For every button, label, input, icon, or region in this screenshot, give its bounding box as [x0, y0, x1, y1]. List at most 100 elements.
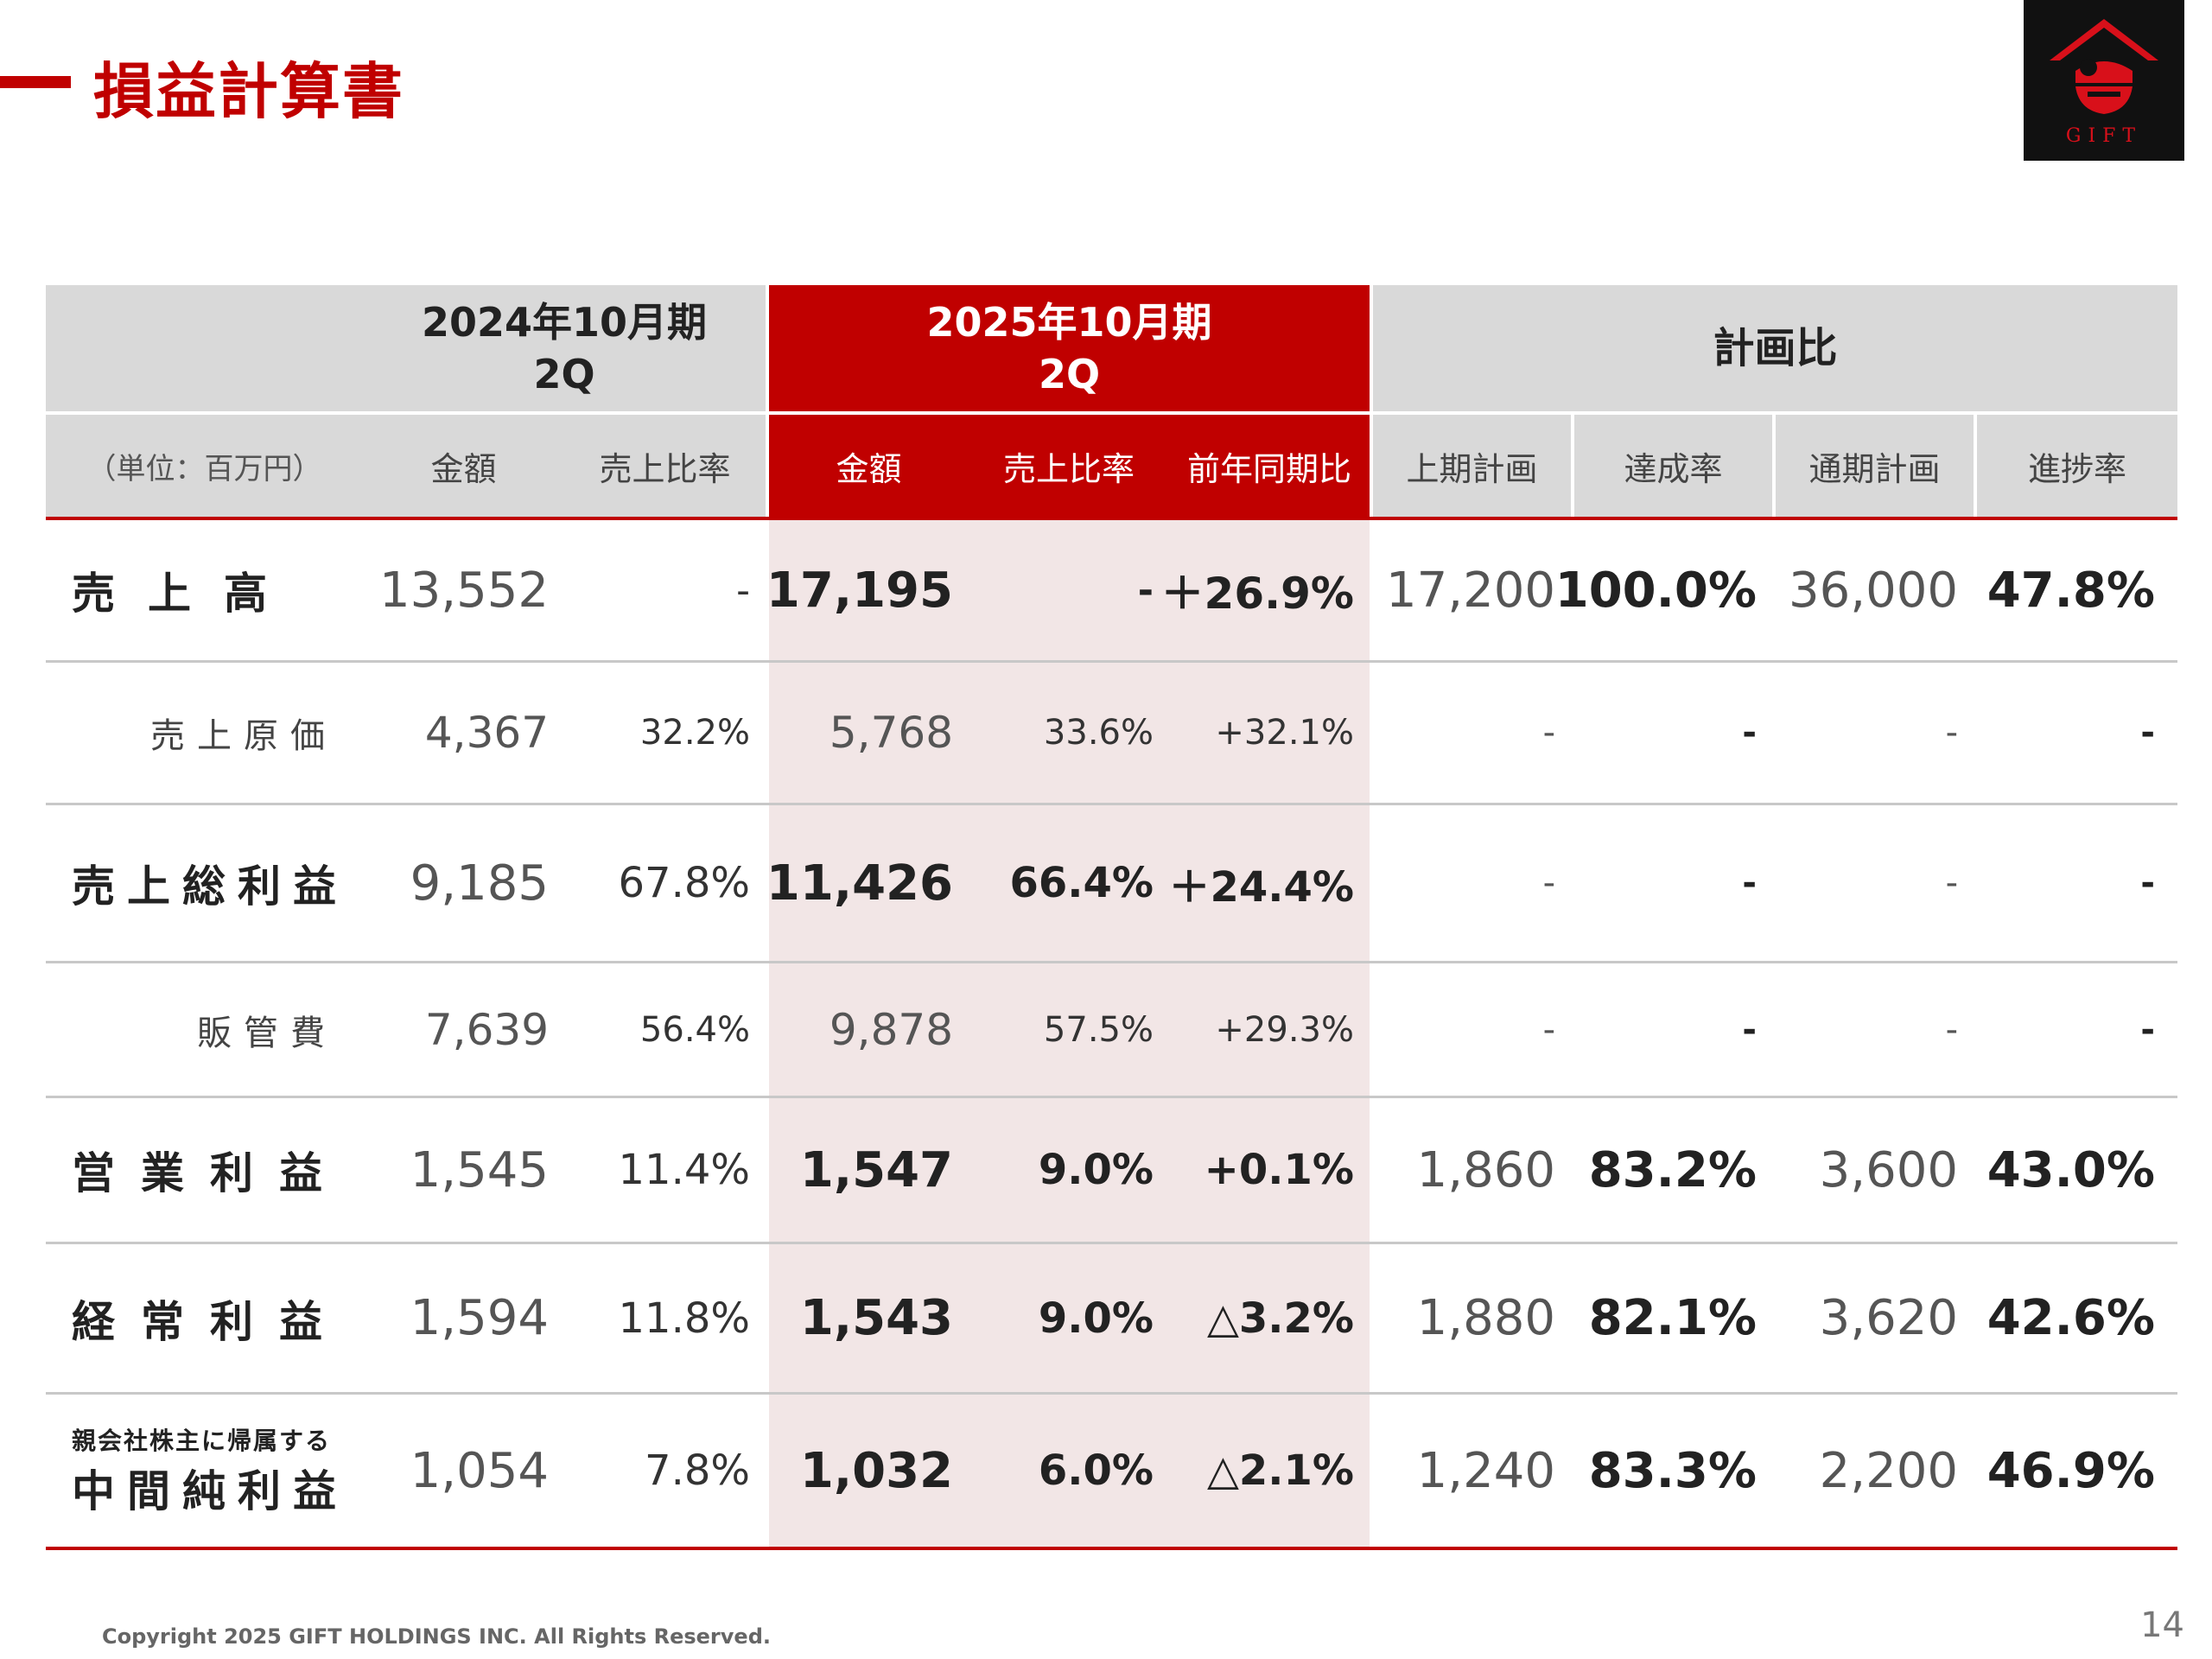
- prev-ratio: 7.8%: [645, 1446, 750, 1495]
- col-prev-ratio: 売上比率: [564, 415, 766, 517]
- prev-amount: 9,185: [410, 855, 549, 912]
- row-label: 売上高: [72, 569, 300, 619]
- group-header-plan: 計画比: [1373, 285, 2177, 411]
- fy-progress: 43.0%: [1986, 1141, 2155, 1198]
- curr-yoy: △3.2%: [1206, 1294, 1354, 1343]
- row-divider: [46, 1242, 2177, 1244]
- curr-amount: 1,547: [799, 1141, 953, 1198]
- prev-amount: 4,367: [424, 708, 549, 758]
- row-divider: [46, 1392, 2177, 1395]
- prev-amount: 1,054: [410, 1442, 549, 1499]
- curr-yoy: ＋26.9%: [1160, 569, 1354, 619]
- curr-amount: 17,195: [766, 562, 953, 619]
- row-label: 売上総利益: [72, 861, 348, 912]
- unit-label: （単位：百万円）: [46, 415, 363, 517]
- curr-yoy: △2.1%: [1206, 1446, 1354, 1495]
- h1-rate: -: [1742, 1009, 1757, 1050]
- fy-progress: 47.8%: [1986, 562, 2155, 619]
- row-label: 経常利益: [72, 1296, 348, 1347]
- fy-plan: 3,620: [1819, 1290, 1958, 1346]
- fy-plan: -: [1945, 713, 1958, 753]
- group-header-prev: 2024年10月期 2Q: [363, 285, 766, 411]
- h1-plan: -: [1542, 1009, 1555, 1050]
- curr-amount: 5,768: [829, 708, 953, 758]
- curr-amount: 1,032: [799, 1442, 953, 1499]
- row-label: 営業利益: [72, 1148, 348, 1198]
- col-fy-plan: 通期計画: [1776, 415, 1974, 517]
- curr-ratio: 33.6%: [1043, 713, 1154, 753]
- curr-amount: 9,878: [829, 1004, 953, 1055]
- table-row: 親会社株主に帰属する 中間純利益 1,054 7.8% 1,032 6.0% △…: [46, 1395, 2177, 1547]
- prev-amount: 1,594: [410, 1290, 549, 1346]
- row-label: 中間純利益: [72, 1466, 348, 1516]
- prev-ratio: 56.4%: [639, 1009, 750, 1050]
- copyright-notice: Copyright 2025 GIFT HOLDINGS INC. All Ri…: [102, 1624, 771, 1649]
- svg-text:GIFT: GIFT: [2066, 125, 2142, 147]
- h1-plan: 1,860: [1416, 1141, 1555, 1198]
- fy-plan: 36,000: [1789, 562, 1958, 619]
- fy-plan: 2,200: [1819, 1442, 1958, 1499]
- row-label: 売上原価: [150, 716, 337, 756]
- h1-rate: -: [1742, 863, 1757, 903]
- h1-plan: 1,880: [1416, 1290, 1555, 1346]
- fy-progress: -: [2140, 863, 2155, 903]
- col-h1-plan: 上期計画: [1373, 415, 1571, 517]
- curr-ratio: -: [1137, 568, 1154, 613]
- prev-amount: 1,545: [410, 1141, 549, 1198]
- h1-rate: 83.2%: [1588, 1141, 1757, 1198]
- curr-ratio: 6.0%: [1038, 1446, 1154, 1495]
- h1-plan: -: [1542, 713, 1555, 753]
- curr-ratio: 9.0%: [1038, 1146, 1154, 1194]
- h1-rate: 100.0%: [1554, 562, 1757, 619]
- current-period-highlight: [769, 518, 1370, 1547]
- curr-ratio: 57.5%: [1043, 1009, 1154, 1050]
- table-bottom-rule: [46, 1547, 2177, 1550]
- prev-ratio: 67.8%: [618, 859, 750, 907]
- col-prev-amount: 金額: [363, 415, 564, 517]
- row-label-small: 親会社株主に帰属する: [72, 1427, 332, 1455]
- prev-ratio: 11.4%: [618, 1146, 750, 1194]
- prev-ratio: -: [736, 568, 750, 613]
- fy-progress: 42.6%: [1986, 1290, 2155, 1346]
- col-curr-amount: 金額: [769, 415, 969, 517]
- page-title: 損益計算書: [93, 56, 404, 127]
- table-group-header-row: 2024年10月期 2Q 2025年10月期 2Q 計画比: [46, 285, 2177, 411]
- table-row: 売上総利益 9,185 67.8% 11,426 66.4% ＋24.4% - …: [46, 805, 2177, 961]
- title-accent-bar: [0, 76, 71, 88]
- row-label: 販管費: [197, 1013, 337, 1053]
- fy-plan: -: [1945, 863, 1958, 903]
- curr-ratio: 66.4%: [1009, 859, 1154, 907]
- row-divider: [46, 1096, 2177, 1098]
- table-row: 経常利益 1,594 11.8% 1,543 9.0% △3.2% 1,880 …: [46, 1244, 2177, 1392]
- col-fy-progress: 進捗率: [1977, 415, 2177, 517]
- col-curr-yoy: 前年同期比: [1169, 415, 1370, 517]
- curr-amount: 1,543: [799, 1290, 953, 1346]
- fy-plan: -: [1945, 1009, 1958, 1050]
- curr-yoy: +0.1%: [1204, 1146, 1354, 1194]
- h1-plan: 17,200: [1386, 562, 1555, 619]
- table-row: 売上原価 4,367 32.2% 5,768 33.6% +32.1% - - …: [46, 663, 2177, 803]
- curr-yoy: ＋24.4%: [1168, 863, 1354, 912]
- prev-ratio: 32.2%: [639, 713, 750, 753]
- row-label-group: 親会社株主に帰属する 中間純利益: [46, 1395, 363, 1547]
- h1-plan: 1,240: [1416, 1442, 1555, 1499]
- prev-ratio: 11.8%: [618, 1294, 750, 1343]
- header-blank: [46, 285, 363, 411]
- header-bottom-rule: [46, 517, 2177, 520]
- row-divider: [46, 803, 2177, 805]
- prev-amount: 7,639: [424, 1004, 549, 1055]
- curr-amount: 11,426: [766, 855, 953, 912]
- col-curr-ratio: 売上比率: [969, 415, 1169, 517]
- fy-progress: -: [2140, 1009, 2155, 1050]
- h1-rate: 83.3%: [1588, 1442, 1757, 1499]
- prev-amount: 13,552: [379, 562, 549, 619]
- table-row: 売上高 13,552 - 17,195 - ＋26.9% 17,200 100.…: [46, 520, 2177, 660]
- table-row: 営業利益 1,545 11.4% 1,547 9.0% +0.1% 1,860 …: [46, 1098, 2177, 1242]
- curr-ratio: 9.0%: [1038, 1294, 1154, 1343]
- gift-logo-icon: GIFT: [2024, 0, 2184, 161]
- page-number: 14: [2140, 1605, 2184, 1645]
- row-divider: [46, 660, 2177, 663]
- curr-yoy: +32.1%: [1215, 713, 1354, 753]
- h1-plan: -: [1542, 863, 1555, 903]
- group-header-curr: 2025年10月期 2Q: [769, 285, 1370, 411]
